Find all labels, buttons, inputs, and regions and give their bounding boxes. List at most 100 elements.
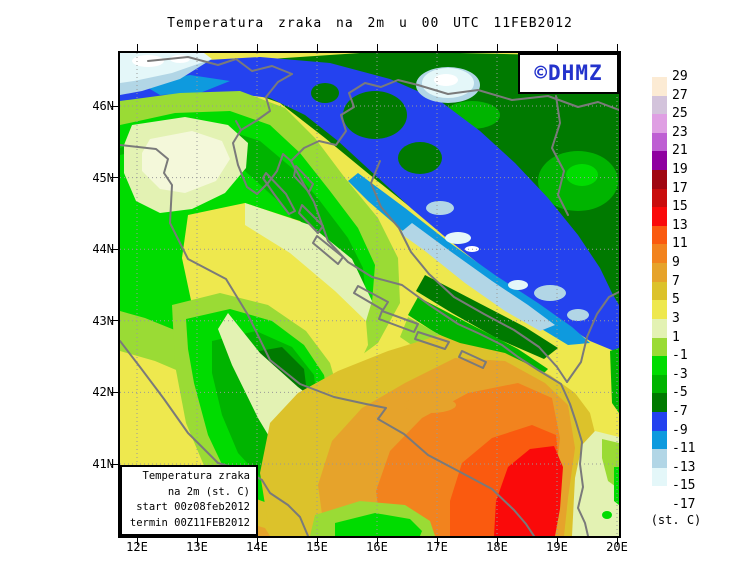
x-axis-tick-label: 17E (426, 540, 448, 554)
x-axis-tick-mark-top (136, 44, 138, 51)
colorbar-swatch (652, 132, 667, 152)
x-axis-tick-mark-bottom (316, 538, 318, 545)
x-axis-tick-mark-bottom (436, 538, 438, 545)
y-axis-tick-label: 45N (92, 170, 114, 185)
colorbar-tick-label: -11 (672, 441, 696, 457)
colorbar-swatch (652, 95, 667, 115)
y-axis-tick-mark (111, 320, 118, 322)
colorbar-tick-label: 1 (672, 329, 680, 345)
colorbar-swatch (652, 337, 667, 357)
info-line-4: termin 00Z11FEB2012 (129, 516, 250, 529)
y-axis-tick-mark (111, 105, 118, 107)
colorbar-swatch (652, 300, 667, 319)
colorbar-swatch (652, 151, 667, 171)
colorbar-tick-label: -17 (672, 497, 696, 512)
colorbar-swatch (652, 486, 667, 505)
y-axis-tick-label: 46N (92, 99, 114, 113)
x-axis-tick-label: 19E (546, 540, 568, 554)
colorbar-tick-label: 17 (672, 180, 688, 196)
x-axis-tick-label: 12E (126, 540, 148, 554)
y-axis-tick-mark (111, 391, 118, 393)
colorbar-swatch (652, 244, 667, 264)
x-axis-tick-label: 15E (306, 540, 328, 554)
colorbar-tick-label: 9 (672, 255, 680, 271)
colorbar-swatch (652, 411, 667, 431)
x-axis-tick-mark-top (436, 44, 438, 51)
colorbar-swatch (652, 356, 667, 375)
y-axis-tick-label: 44N (92, 242, 114, 257)
info-line-1: Temperatura zraka (142, 470, 250, 482)
x-axis-tick-label: 20E (606, 540, 628, 554)
colorbar-swatch (652, 188, 667, 208)
colorbar (652, 77, 667, 505)
dhmz-logo-box: ©DHMZ (518, 53, 619, 94)
y-axis-tick-label: 42N (92, 385, 114, 400)
info-line-2: na 2m (st. C) (167, 485, 250, 498)
colorbar-swatch (652, 207, 667, 226)
colorbar-tick-label: -9 (672, 422, 688, 438)
colorbar-tick-label: -7 (672, 403, 688, 419)
map-plot-area: ©DHMZ Temperatura zraka na 2m (st. C) st… (118, 51, 621, 538)
colorbar-swatch (652, 467, 667, 487)
colorbar-swatch (652, 114, 667, 133)
x-axis-tick-label: 16E (366, 540, 388, 554)
colorbar-tick-label: 23 (672, 124, 688, 140)
colorbar-swatch (652, 393, 667, 412)
colorbar-swatch (652, 449, 667, 468)
colorbar-swatch (652, 225, 667, 245)
colorbar-tick-label: -1 (672, 348, 688, 364)
y-axis-tick-mark (111, 248, 118, 250)
colorbar-tick-label: 3 (672, 310, 680, 326)
info-line-3: start 00z08feb2012 (136, 501, 250, 513)
x-axis-tick-mark-bottom (256, 538, 258, 545)
colorbar-tick-label: 25 (672, 106, 688, 122)
colorbar-tick-label: -5 (672, 385, 688, 401)
colorbar-swatch (652, 374, 667, 394)
x-axis-tick-mark-top (196, 44, 198, 51)
colorbar-swatch (652, 263, 667, 282)
map-info-box: Temperatura zraka na 2m (st. C) start 00… (120, 465, 258, 536)
colorbar-tick-label: 27 (672, 87, 688, 103)
colorbar-tick-label: 19 (672, 162, 688, 178)
x-axis-tick-mark-top (256, 44, 258, 51)
colorbar-swatch (652, 430, 667, 450)
colorbar-tick-label: 13 (672, 217, 688, 233)
y-axis-tick-label: 41N (92, 457, 114, 471)
colorbar-tick-label: 15 (672, 199, 688, 215)
x-axis-tick-mark-bottom (196, 538, 198, 545)
colorbar-tick-label: 5 (672, 292, 680, 308)
page-title: Temperatura zraka na 2m u 00 UTC 11FEB20… (167, 16, 573, 31)
colorbar-tick-labels: 29 27 25 23 21 19 17 15 13 11 9 7 5 3 1 -1 -3 -5 -7 -9 -11 -1… (672, 70, 712, 517)
x-axis-tick-mark-top (316, 44, 318, 51)
x-axis-tick-mark-bottom (496, 538, 498, 545)
dhmz-logo-text: ©DHMZ (534, 61, 603, 85)
x-axis-tick-mark-bottom (136, 538, 138, 545)
x-axis-tick-label: 18E (486, 540, 508, 554)
y-axis-tick-mark (111, 177, 118, 179)
y-axis-tick-mark (111, 463, 118, 465)
x-axis-tick-label: 13E (186, 540, 208, 554)
x-axis-tick-mark-top (496, 44, 498, 51)
temperature-map-svg (120, 53, 619, 536)
colorbar-tick-label: 29 (672, 69, 688, 84)
colorbar-swatch (652, 77, 667, 96)
x-axis-tick-label: 14E (246, 540, 268, 554)
x-axis-tick-mark-top (616, 44, 618, 51)
x-axis-tick-mark-bottom (556, 538, 558, 545)
colorbar-tick-label: -3 (672, 366, 688, 382)
colorbar-tick-label: 11 (672, 236, 688, 252)
x-axis-tick-mark-top (556, 44, 558, 51)
colorbar-swatch (652, 281, 667, 301)
colorbar-unit-label: (st. C) (650, 513, 702, 527)
x-axis-tick-mark-bottom (616, 538, 618, 545)
x-axis-tick-mark-top (376, 44, 378, 51)
colorbar-tick-label: -15 (672, 478, 696, 494)
y-axis-tick-label: 43N (92, 313, 114, 328)
x-axis-tick-mark-bottom (376, 538, 378, 545)
colorbar-tick-label: 21 (672, 143, 688, 159)
colorbar-tick-label: -13 (672, 459, 696, 475)
colorbar-tick-label: 7 (672, 273, 680, 289)
colorbar-swatch (652, 318, 667, 338)
colorbar-swatch (652, 170, 667, 189)
